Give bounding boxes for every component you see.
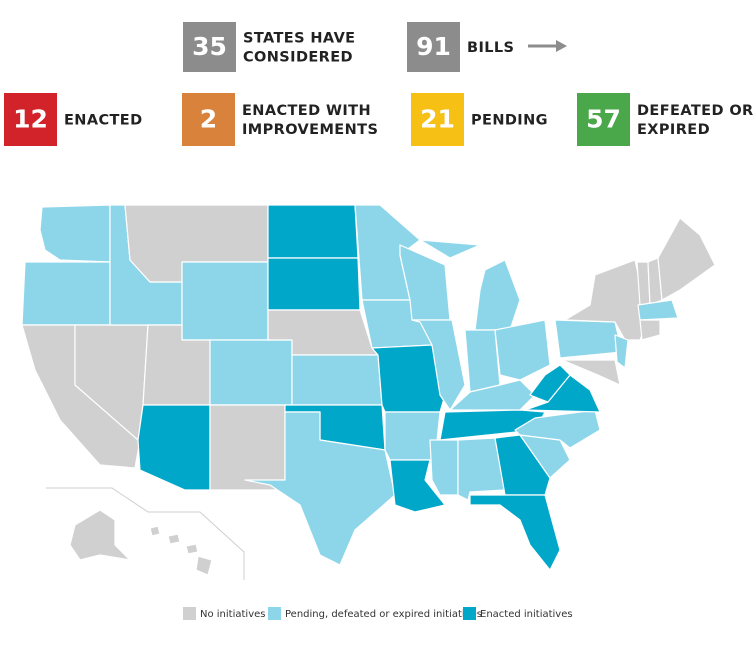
stat-box	[183, 22, 236, 72]
bills-arrow	[528, 40, 567, 52]
state	[529, 364, 571, 403]
stat-label: DEFEATED OR	[637, 103, 754, 119]
state	[267, 204, 359, 259]
legend-label: Pending, defeated or expired initiatives	[285, 609, 482, 620]
state	[657, 217, 716, 301]
state	[524, 374, 601, 413]
stat-box	[577, 93, 630, 146]
us-map	[21, 204, 716, 576]
state	[195, 555, 213, 576]
state	[69, 509, 131, 561]
state	[181, 261, 269, 341]
state	[469, 494, 561, 571]
stat-number: 91	[416, 32, 451, 61]
state	[474, 259, 521, 331]
state	[149, 525, 161, 537]
state	[244, 411, 396, 566]
stat-box	[407, 22, 460, 72]
legend-swatch	[268, 607, 281, 620]
legend-swatch	[463, 607, 476, 620]
state	[411, 319, 466, 411]
stat-label: ENACTED WITH	[242, 103, 371, 119]
stat: 2 ENACTED WITH IMPROVEMENTS	[182, 93, 378, 146]
stat-number: 57	[586, 105, 621, 134]
stat: 21 PENDING	[411, 93, 548, 146]
state	[419, 239, 481, 259]
state	[554, 319, 623, 359]
state	[389, 459, 446, 513]
state	[494, 319, 551, 381]
state	[464, 329, 501, 393]
state	[21, 261, 111, 326]
legend-swatch	[183, 607, 196, 620]
stat-label: EXPIRED	[637, 122, 710, 138]
state	[267, 257, 361, 311]
state	[494, 434, 551, 496]
stat-label: ENACTED	[64, 113, 143, 129]
stat-label: STATES HAVE	[243, 31, 356, 47]
state	[291, 354, 383, 406]
state	[561, 359, 621, 386]
stat-number: 12	[13, 105, 48, 134]
state	[209, 404, 286, 491]
stat-box	[411, 93, 464, 146]
stat: 57 DEFEATED OR EXPIRED	[577, 93, 754, 146]
state	[137, 404, 211, 491]
state	[639, 319, 661, 341]
stat-number: 35	[192, 32, 227, 61]
stat-label: CONSIDERED	[243, 50, 353, 66]
stat-label: PENDING	[471, 113, 548, 129]
legend-label: No initiatives	[200, 609, 265, 620]
legend-label: Enacted initiatives	[480, 609, 573, 620]
arrow-head	[556, 40, 567, 52]
inset-border	[46, 487, 245, 580]
state	[514, 409, 601, 449]
state	[209, 339, 293, 406]
stat-label: IMPROVEMENTS	[242, 122, 378, 138]
state	[167, 533, 181, 545]
state	[39, 204, 111, 263]
stat-box	[4, 93, 57, 146]
stat-number: 2	[200, 105, 217, 134]
stat-label: BILLS	[467, 40, 514, 56]
state	[614, 334, 629, 369]
stat: 12 ENACTED	[4, 93, 143, 146]
stat-number: 21	[420, 105, 455, 134]
stat: 91 BILLS	[407, 22, 514, 72]
state	[637, 299, 679, 321]
stat: 35 STATES HAVE CONSIDERED	[183, 22, 356, 72]
inset-lines	[46, 487, 245, 580]
stat-box	[182, 93, 235, 146]
state	[185, 543, 199, 555]
state	[429, 439, 459, 496]
